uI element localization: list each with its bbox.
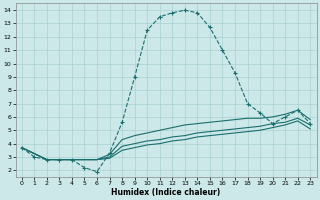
- X-axis label: Humidex (Indice chaleur): Humidex (Indice chaleur): [111, 188, 221, 197]
